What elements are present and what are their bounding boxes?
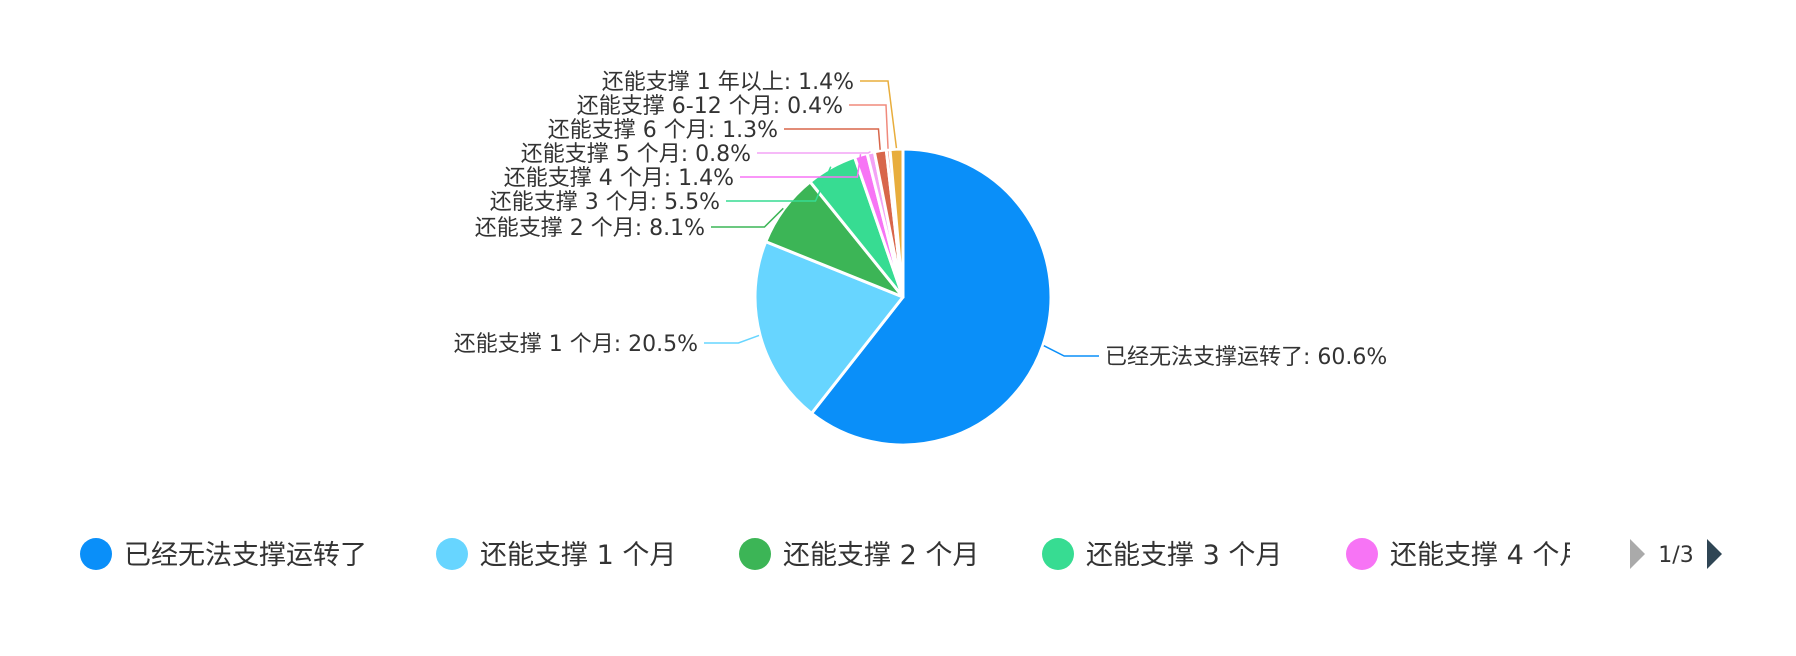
pie-leader-line [704, 334, 760, 344]
pie-slice-label: 还能支撑 2 个月: 8.1% [475, 216, 705, 241]
legend-label: 还能支撑 1 个月 [480, 540, 676, 571]
legend: 已经无法支撑运转了 还能支撑 1 个月 还能支撑 2 个月 还能支撑 3 个月 还能支撑… [80, 538, 1586, 571]
legend-marker [436, 538, 468, 570]
legend-item[interactable]: 还能支撑 1 个月 [436, 538, 676, 571]
legend-marker [1346, 538, 1378, 570]
pie-leader-line [726, 166, 832, 202]
pie-leader-line [849, 104, 889, 149]
legend-prev-page-arrow[interactable] [1630, 539, 1645, 569]
pie-leader-line [784, 128, 881, 150]
pie-leader-line [757, 150, 871, 154]
pie-leader-lines [704, 80, 1099, 357]
pie-leader-line [711, 207, 784, 228]
pie-slice-label: 还能支撑 4 个月: 1.4% [504, 166, 734, 191]
pie-slices [753, 147, 1053, 447]
legend-page-indicator: 1/3 [1658, 543, 1693, 568]
legend-next-page-arrow[interactable] [1707, 539, 1722, 569]
pie-slice-label: 已经无法支撑运转了: 60.6% [1105, 345, 1387, 370]
legend-marker [1042, 538, 1074, 570]
pie-leader-line [860, 80, 898, 149]
pie-labels: 已经无法支撑运转了: 60.6% 还能支撑 1 个月: 20.5% 还能支撑 2 个… [454, 70, 1388, 370]
legend-label: 还能支撑 3 个月 [1086, 540, 1282, 571]
pie-leader-line [1043, 345, 1099, 357]
pie-slice-label: 还能支撑 5 个月: 0.8% [521, 142, 751, 167]
legend-item[interactable]: 还能支撑 2 个月 [739, 538, 979, 571]
legend-label: 还能支撑 4 个月 [1390, 540, 1586, 571]
legend-marker [80, 538, 112, 570]
pie-slice-label: 还能支撑 6-12 个月: 0.4% [577, 94, 843, 119]
pie-slice[interactable] [753, 240, 905, 415]
pie-slice[interactable] [888, 147, 905, 299]
legend-pager: 1/3 [1630, 539, 1722, 569]
legend-marker [739, 538, 771, 570]
legend-item[interactable]: 已经无法支撑运转了 [80, 538, 367, 571]
pie-slice-label: 还能支撑 6 个月: 1.3% [548, 118, 778, 143]
pie-slice[interactable] [810, 147, 1053, 447]
legend-item[interactable]: 还能支撑 3 个月 [1042, 538, 1282, 571]
legend-item[interactable]: 还能支撑 4 个月 [1346, 538, 1586, 571]
pie-slice-label: 还能支撑 1 年以上: 1.4% [602, 70, 854, 95]
pie-slice-label: 还能支撑 3 个月: 5.5% [490, 190, 720, 215]
pie-leader-line [740, 154, 862, 178]
legend-label: 已经无法支撑运转了 [124, 540, 367, 571]
pie-slice-label: 还能支撑 1 个月: 20.5% [454, 332, 698, 357]
legend-label: 还能支撑 2 个月 [783, 540, 979, 571]
